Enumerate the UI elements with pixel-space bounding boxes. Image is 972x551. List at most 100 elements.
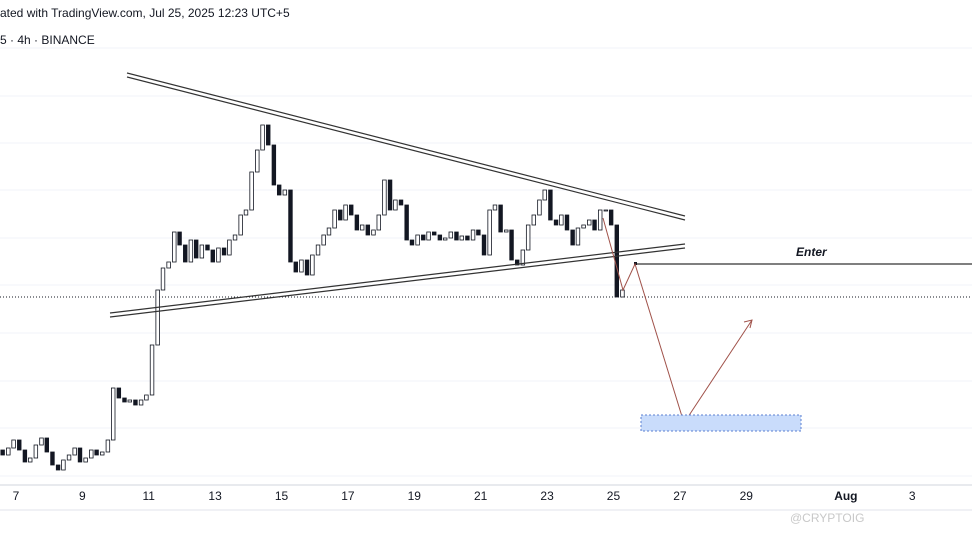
candle	[542, 189, 547, 201]
x-tick-label: 9	[79, 489, 86, 503]
caption: ated with TradingView.com, Jul 25, 2025 …	[0, 6, 290, 20]
x-tick-label: 29	[740, 489, 754, 503]
candle	[111, 387, 116, 441]
candle	[243, 209, 249, 216]
candle	[614, 224, 619, 298]
candle	[144, 394, 149, 401]
candle	[349, 204, 354, 216]
candle	[155, 289, 160, 346]
candle	[592, 219, 597, 231]
candle	[299, 259, 304, 273]
candle	[149, 344, 155, 396]
candle	[271, 144, 277, 186]
candle	[398, 199, 404, 206]
candle	[199, 244, 205, 259]
x-tick-label: 17	[341, 489, 355, 503]
x-tick-label: 25	[607, 489, 621, 503]
candle	[72, 447, 77, 456]
candle	[326, 227, 332, 236]
candle	[11, 439, 16, 449]
candle	[100, 451, 105, 456]
candle	[183, 244, 188, 263]
candle	[608, 209, 614, 226]
candle	[138, 399, 144, 406]
candle	[332, 209, 337, 229]
symbol: 5 · 4h · BINANCE	[0, 33, 95, 47]
candle	[421, 234, 426, 241]
candle	[570, 229, 575, 246]
x-tick-label: 7	[13, 489, 20, 503]
candle	[282, 189, 288, 196]
candle	[454, 231, 459, 241]
x-tick-label: 3	[909, 489, 916, 503]
candle	[359, 224, 365, 231]
candle	[409, 239, 415, 246]
candle	[44, 437, 50, 453]
candle	[304, 259, 310, 276]
candle	[83, 457, 88, 463]
grid	[0, 47, 972, 477]
candle	[133, 399, 138, 406]
candle	[55, 464, 61, 471]
candle	[476, 229, 481, 236]
candle	[603, 209, 609, 212]
candle	[172, 231, 177, 263]
candle	[553, 219, 559, 226]
candle	[177, 231, 182, 246]
candle	[376, 214, 381, 231]
candle	[338, 209, 343, 221]
candle	[492, 204, 498, 211]
candle	[94, 449, 99, 456]
candle	[39, 437, 44, 446]
candle	[221, 247, 227, 256]
candle	[210, 249, 215, 263]
candle	[315, 244, 321, 256]
candle	[587, 219, 592, 226]
candle	[387, 179, 393, 211]
candle	[6, 447, 11, 456]
candle	[393, 199, 398, 211]
candle	[116, 387, 122, 399]
candle	[415, 234, 420, 246]
candle	[232, 234, 238, 241]
candle	[160, 267, 166, 291]
candle	[520, 249, 526, 266]
candle	[22, 449, 28, 463]
candle	[371, 229, 376, 236]
watermark: @CRYPTOIG	[790, 511, 864, 525]
candle	[575, 227, 581, 246]
candle	[343, 204, 348, 221]
candle	[205, 244, 210, 251]
candle	[525, 224, 531, 251]
x-tick-label: 27	[673, 489, 687, 503]
candle	[597, 209, 603, 231]
candle	[459, 235, 464, 241]
candle	[470, 229, 476, 241]
candle	[365, 224, 371, 236]
candle	[193, 239, 199, 259]
x-tick-label: 11	[142, 489, 155, 503]
x-tick-label: 21	[474, 489, 488, 503]
candle	[260, 124, 265, 151]
candle	[404, 204, 409, 241]
candle	[127, 399, 132, 403]
candle	[515, 259, 520, 266]
candle	[321, 234, 326, 246]
candle	[105, 439, 111, 453]
candle	[188, 239, 194, 263]
candle	[448, 231, 454, 239]
candle	[504, 229, 509, 233]
x-tick-label: 19	[408, 489, 422, 503]
candle	[548, 189, 553, 221]
candle	[276, 184, 282, 196]
candle	[28, 457, 33, 463]
candle	[498, 204, 503, 233]
annotation: Enter	[796, 245, 828, 259]
candle	[238, 214, 243, 236]
candle	[354, 214, 360, 231]
candle	[537, 199, 542, 216]
candle	[122, 397, 127, 403]
candle	[89, 449, 94, 459]
candle	[17, 439, 22, 451]
candle	[437, 234, 443, 241]
